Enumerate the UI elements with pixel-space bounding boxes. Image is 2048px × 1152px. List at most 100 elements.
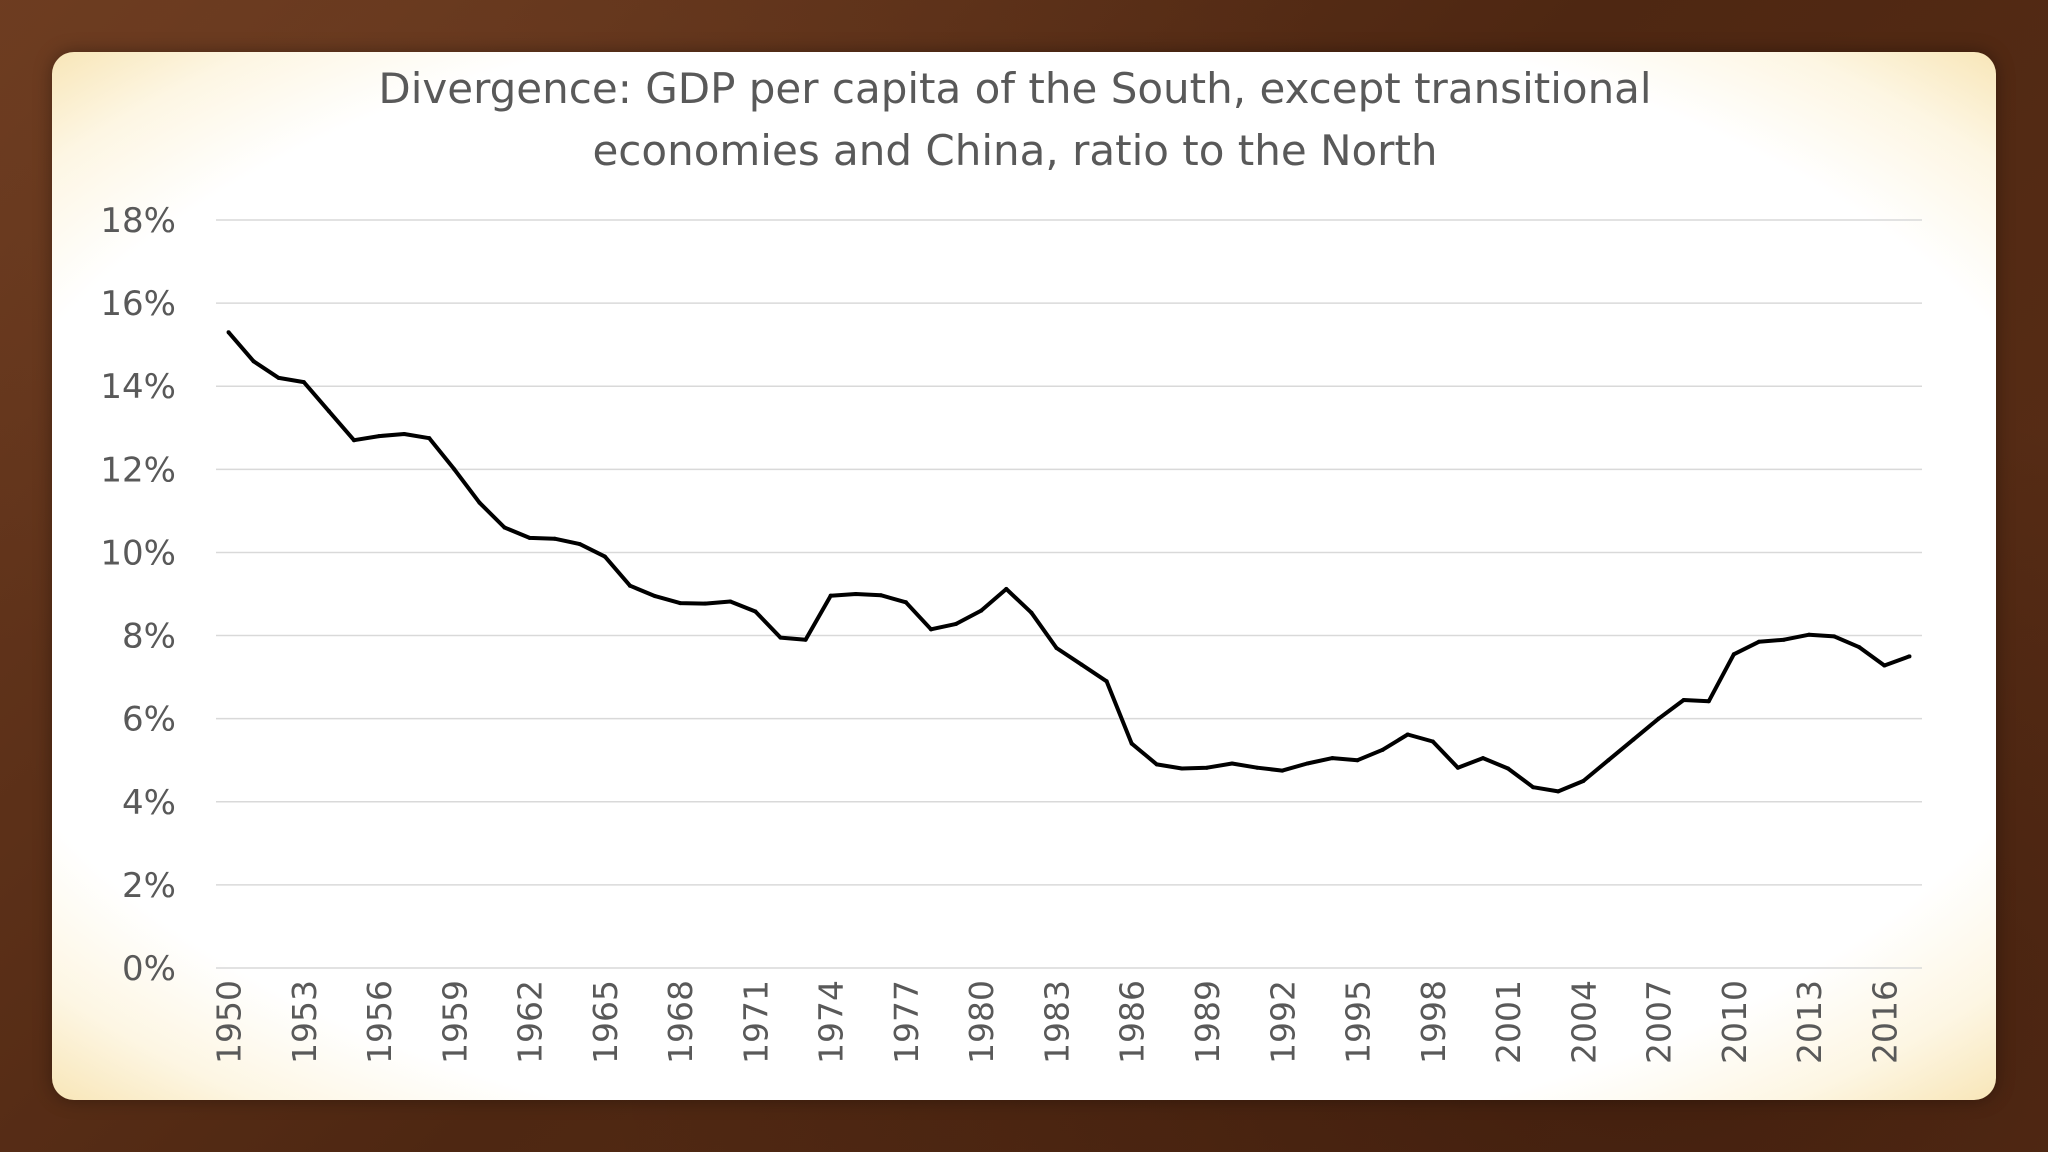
x-tick-label: 1968: [661, 980, 700, 1064]
data-point: [1782, 637, 1787, 642]
data-point: [1656, 716, 1661, 721]
data-point: [828, 593, 833, 598]
x-tick-label: 1995: [1339, 980, 1378, 1064]
data-point: [1230, 761, 1235, 766]
data-point: [1480, 756, 1485, 761]
data-point: [1857, 645, 1862, 650]
data-point: [1756, 639, 1761, 644]
x-tick-label: 2016: [1865, 980, 1904, 1064]
y-tick-label: 18%: [100, 201, 176, 241]
data-point: [1305, 761, 1310, 766]
data-point: [1706, 699, 1711, 704]
data-point: [1430, 739, 1435, 744]
data-point: [1681, 697, 1686, 702]
data-point: [653, 594, 658, 599]
data-point: [276, 375, 281, 380]
data-point: [552, 536, 557, 541]
x-tick-label: 2013: [1790, 980, 1829, 1064]
y-tick-label: 16%: [100, 284, 176, 324]
y-tick-label: 2%: [122, 866, 176, 906]
x-tick-label: 2007: [1640, 980, 1679, 1064]
x-tick-label: 1998: [1414, 980, 1453, 1064]
x-tick-label: 1983: [1037, 980, 1076, 1064]
x-tick-label: 2010: [1715, 980, 1754, 1064]
data-point: [1255, 765, 1260, 770]
chart-panel: [52, 52, 1996, 1100]
data-point: [903, 600, 908, 605]
data-point: [878, 593, 883, 598]
x-tick-label: 1962: [511, 980, 550, 1064]
data-point: [402, 432, 407, 437]
data-point: [1832, 634, 1837, 639]
data-point: [627, 583, 632, 588]
data-point: [1581, 779, 1586, 783]
x-tick-label: 1953: [285, 980, 324, 1064]
data-point: [1907, 654, 1912, 659]
data-point: [527, 535, 532, 540]
data-point: [351, 438, 356, 443]
x-tick-label: 1965: [586, 980, 625, 1064]
data-point: [1882, 663, 1887, 668]
data-point: [502, 525, 507, 530]
x-tick-label: 2004: [1564, 980, 1603, 1064]
data-point: [1355, 758, 1360, 763]
data-point: [1606, 758, 1611, 763]
data-point: [979, 608, 984, 613]
x-tick-label: 1950: [210, 980, 249, 1064]
data-point: [1455, 765, 1460, 770]
data-point: [1531, 785, 1536, 790]
y-axis-ticks: 0% 2% 4% 6% 8% 10% 12% 14% 16% 18%: [100, 201, 176, 989]
data-point: [301, 380, 306, 385]
data-point: [477, 500, 482, 505]
data-point: [703, 601, 708, 606]
data-point: [1179, 766, 1184, 771]
data-point: [226, 330, 231, 335]
y-tick-label: 10%: [100, 533, 176, 573]
data-point: [326, 409, 331, 414]
data-point: [1380, 747, 1385, 752]
x-axis-ticks: 1950 1953 1956 1959 1962 1965 1968 1971 1974 1977…: [210, 980, 1905, 1064]
series-line: [226, 330, 1911, 794]
x-tick-label: 1956: [360, 980, 399, 1064]
x-tick-label: 1989: [1188, 980, 1227, 1064]
data-point: [954, 621, 959, 626]
data-point: [1330, 756, 1335, 761]
x-tick-label: 1977: [887, 980, 926, 1064]
y-tick-label: 6%: [122, 700, 176, 740]
x-tick-label: 1980: [962, 980, 1001, 1064]
data-point: [853, 592, 858, 596]
y-tick-label: 8%: [122, 617, 176, 657]
data-point: [427, 436, 432, 441]
data-point: [1506, 766, 1511, 771]
data-point: [251, 359, 256, 364]
data-point: [678, 601, 683, 606]
data-point: [1280, 768, 1285, 773]
x-tick-label: 1992: [1263, 980, 1302, 1064]
data-point: [1631, 737, 1636, 742]
y-tick-label: 0%: [122, 949, 176, 989]
x-tick-label: 1986: [1113, 980, 1152, 1064]
x-tick-label: 1959: [435, 980, 474, 1064]
data-point: [452, 467, 457, 472]
data-point: [377, 434, 382, 439]
data-point: [728, 599, 733, 604]
data-point: [1807, 632, 1812, 637]
data-point: [1405, 732, 1410, 737]
y-tick-label: 4%: [122, 783, 176, 823]
data-point: [778, 635, 783, 640]
data-point: [753, 609, 758, 614]
chart-title: Divergence: GDP per capita of the South,…: [378, 64, 1652, 175]
data-point: [1204, 765, 1209, 770]
x-tick-label: 1974: [812, 980, 851, 1064]
data-point: [1731, 652, 1736, 657]
data-point: [1129, 741, 1134, 746]
series-points: [226, 330, 1912, 794]
data-point: [803, 637, 808, 642]
data-point: [1029, 610, 1034, 615]
x-tick-label: 2001: [1489, 980, 1528, 1064]
data-point: [577, 542, 582, 547]
y-tick-label: 14%: [100, 367, 176, 407]
data-point: [602, 554, 607, 559]
data-point: [1154, 762, 1159, 767]
